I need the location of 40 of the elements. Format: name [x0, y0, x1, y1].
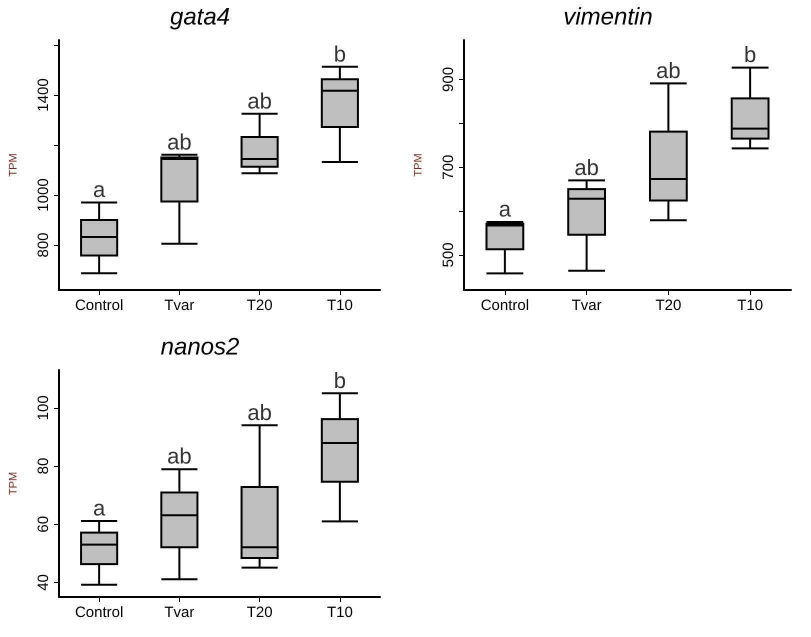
- chart-title: vimentin: [563, 4, 653, 30]
- x-tick-label: T10: [326, 297, 353, 314]
- x-tick-label: T20: [246, 297, 273, 314]
- y-tick-label: 1400: [35, 78, 52, 112]
- y-tick-label: 100: [35, 395, 52, 420]
- annotation: ab: [656, 58, 681, 83]
- annotation: ab: [247, 88, 272, 114]
- x-tick-label: T10: [737, 297, 764, 314]
- annotation: ab: [167, 444, 192, 469]
- annotation: ab: [574, 154, 599, 180]
- y-tick-label: 800: [35, 232, 52, 258]
- x-tick-label: Control: [480, 297, 530, 314]
- annotation: b: [334, 41, 346, 66]
- y-tick-label: 500: [440, 242, 457, 268]
- x-tick-label: T10: [326, 604, 353, 621]
- x-tick-label: Control: [74, 604, 124, 621]
- chart-title: gata4: [170, 4, 230, 30]
- annotation: ab: [247, 400, 272, 425]
- y-tick-label: 1000: [35, 178, 52, 212]
- y-tick-label: 900: [440, 66, 457, 92]
- x-tick-label: Tvar: [164, 297, 194, 314]
- x-tick-label: Control: [74, 297, 124, 314]
- annotation: b: [744, 42, 756, 68]
- x-tick-label: T20: [246, 604, 273, 621]
- annotation: a: [498, 196, 512, 222]
- x-tick-label: Tvar: [164, 604, 194, 621]
- x-tick-label: T20: [655, 297, 682, 314]
- x-tick-label: Tvar: [572, 297, 602, 314]
- y-tick-label: 80: [35, 458, 52, 474]
- y-axis-title: TPM: [8, 472, 20, 496]
- y-tick-label: 40: [35, 574, 52, 591]
- y-axis-title: TPM: [412, 153, 424, 177]
- annotation: ab: [167, 129, 192, 154]
- y-tick-label: 60: [35, 516, 52, 533]
- annotation: a: [93, 496, 106, 521]
- chart-title: nanos2: [160, 334, 240, 360]
- y-tick-label: 700: [440, 154, 457, 180]
- annotation: b: [334, 368, 346, 393]
- annotation: a: [93, 177, 106, 202]
- y-axis-title: TPM: [8, 153, 20, 177]
